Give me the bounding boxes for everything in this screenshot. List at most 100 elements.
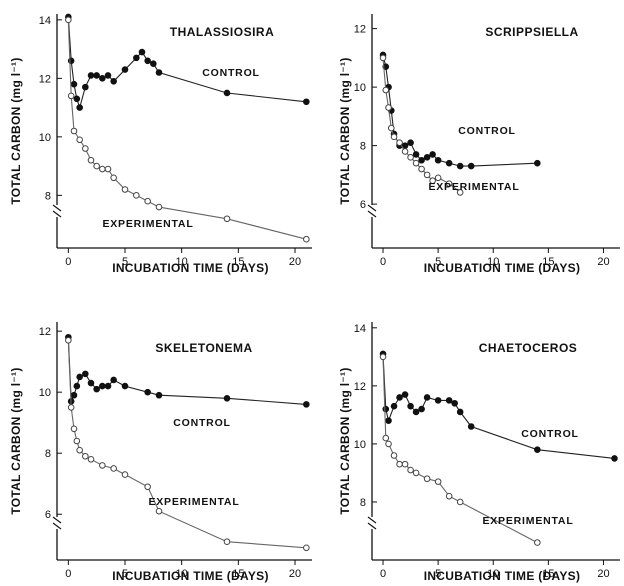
axis-break-mark (367, 204, 377, 218)
y-tick-label: 10 (39, 132, 51, 144)
experimental-data-point (104, 165, 112, 173)
panel-title: SCRIPPSIELLA (485, 25, 578, 39)
control-data-point (434, 156, 442, 164)
experimental-data-point (303, 544, 310, 552)
y-tick-label: 6 (45, 509, 51, 521)
experimental-data-point (429, 177, 436, 185)
experimental-data-point (434, 174, 442, 182)
experimental-data-point (390, 133, 398, 141)
chart-panel-2: 0 5 10 15 20 6 8 10 12 INCUBATION TIME (DAYS) TOTA… (338, 14, 620, 275)
axis-break-mark (52, 204, 62, 218)
y-tick-label: 8 (45, 448, 51, 460)
control-data-point (434, 397, 442, 404)
experimental-data-point (385, 440, 392, 448)
experimental-data-point (67, 92, 75, 100)
x-tick-label: 15 (542, 256, 554, 268)
experimental-data-point (121, 186, 129, 193)
experimental-data-point (99, 165, 106, 173)
experimental-data-point (110, 465, 117, 472)
x-tick-label: 10 (176, 256, 188, 268)
experimental-data-point (379, 54, 387, 62)
control-series-line (382, 353, 615, 459)
experimental-data-point (82, 452, 89, 460)
experimental-data-point (445, 492, 453, 500)
control-data-point (382, 405, 390, 413)
experimental-data-point (379, 353, 387, 361)
y-tick-label: 6 (360, 199, 366, 211)
y-tick-label: 14 (354, 323, 366, 335)
experimental-data-point (423, 475, 431, 483)
y-axis-title: TOTAL CARBON (mg l⁻¹) (338, 57, 352, 204)
experimental-data-point (87, 156, 95, 164)
x-axis-title: INCUBATION TIME (DAYS) (112, 261, 269, 275)
x-axis-title: INCUBATION TIME (DAYS) (112, 569, 269, 583)
experimental-data-point (401, 460, 409, 468)
x-tick-label: 0 (65, 568, 71, 580)
control-series-label: CONTROL (458, 125, 516, 137)
x-tick-label: 0 (380, 568, 386, 580)
control-data-point (423, 154, 431, 161)
experimental-data-point (110, 174, 117, 182)
control-data-point (82, 370, 89, 378)
control-data-point (93, 385, 100, 393)
x-axis-title: INCUBATION TIME (DAYS) (424, 261, 581, 275)
control-data-point (407, 402, 414, 410)
control-data-point (456, 162, 464, 170)
axis-break-mark (367, 516, 377, 530)
experimental-data-point (155, 203, 163, 211)
experimental-data-point (423, 171, 431, 179)
control-data-point (99, 382, 106, 390)
control-data-point (155, 69, 163, 76)
x-tick-label: 20 (289, 256, 301, 268)
experimental-data-point (223, 538, 231, 545)
experimental-series-label: EXPERIMENTAL (102, 218, 193, 230)
experimental-data-point (67, 404, 75, 411)
experimental-data-point (87, 456, 95, 463)
experimental-data-point (456, 189, 464, 196)
y-tick-label: 10 (354, 439, 366, 451)
control-data-point (429, 151, 436, 158)
experimental-series-label: EXPERIMENTAL (148, 496, 239, 508)
control-data-point (110, 77, 117, 85)
x-axis-title: INCUBATION TIME (DAYS) (424, 569, 581, 583)
control-data-point (99, 75, 106, 82)
control-series-label: CONTROL (521, 428, 579, 440)
control-data-point (396, 394, 403, 401)
experimental-data-point (456, 498, 464, 506)
control-data-point (76, 104, 83, 111)
x-tick-label: 5 (435, 256, 441, 268)
x-tick-label: 15 (232, 568, 244, 580)
control-data-point (534, 446, 541, 454)
control-data-point (407, 139, 414, 146)
experimental-data-point (382, 86, 390, 94)
experimental-data-point (407, 154, 414, 161)
x-tick-label: 10 (176, 568, 188, 580)
experimental-data-point (303, 235, 310, 243)
experimental-data-point (144, 197, 151, 205)
control-data-point (76, 373, 83, 381)
control-data-point (467, 423, 475, 430)
experimental-data-point (82, 145, 89, 152)
experimental-data-point (99, 462, 106, 469)
control-data-point (104, 72, 112, 79)
experimental-data-point (76, 136, 83, 144)
control-data-point (418, 405, 425, 413)
experimental-data-point (412, 159, 420, 167)
x-tick-label: 20 (597, 256, 609, 268)
experimental-data-point (418, 165, 425, 173)
x-tick-label: 0 (65, 256, 71, 268)
control-data-point (303, 401, 310, 408)
experimental-data-point (390, 452, 398, 459)
experimental-data-point (65, 16, 72, 24)
control-data-point (73, 95, 81, 103)
x-tick-label: 0 (380, 256, 386, 268)
experimental-data-point (407, 466, 414, 474)
control-data-point (73, 382, 81, 390)
control-data-point (611, 455, 618, 462)
control-data-point (144, 388, 151, 396)
control-data-point (138, 48, 146, 56)
control-data-point (70, 80, 78, 88)
y-tick-label: 8 (360, 497, 366, 509)
panel-title: SKELETONEMA (155, 341, 252, 355)
